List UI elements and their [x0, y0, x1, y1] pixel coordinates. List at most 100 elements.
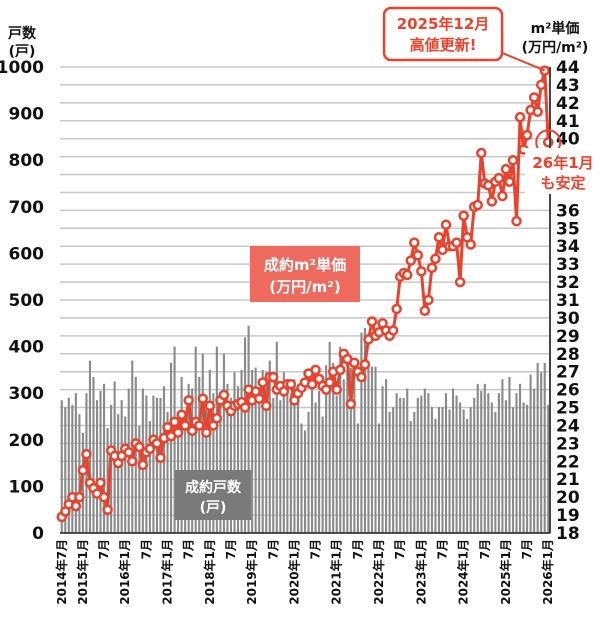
bar [240, 369, 243, 533]
bar [134, 376, 137, 533]
price-point [257, 377, 268, 388]
price-point [542, 137, 554, 148]
line-series-label-box [250, 246, 360, 302]
bar [444, 393, 448, 533]
x-tick-label: 2023年1月 [413, 539, 428, 605]
bar [533, 388, 536, 533]
price-point [211, 413, 223, 424]
price-point [423, 294, 434, 306]
price-point [458, 210, 469, 222]
bar [293, 379, 296, 533]
left-tick-label: 900 [9, 105, 45, 125]
price-point [409, 237, 420, 248]
bar [282, 372, 285, 533]
bar [99, 390, 102, 533]
price-point [528, 92, 540, 103]
bar [406, 388, 409, 533]
bar [251, 369, 254, 533]
bar [501, 379, 504, 533]
bar [222, 353, 225, 533]
bar [229, 397, 233, 533]
right-tick-label: 28 [556, 345, 580, 365]
bar [494, 411, 497, 533]
price-point [239, 402, 251, 413]
bar [254, 367, 257, 533]
bar [363, 327, 366, 533]
left-tick-label: 1000 [0, 58, 44, 78]
right-tick-label: 21 [556, 470, 580, 490]
bar [536, 362, 539, 533]
bar [522, 402, 525, 533]
price-point [486, 196, 498, 207]
bar [321, 416, 324, 533]
right-tick-label: 33 [556, 255, 580, 275]
bar [508, 376, 511, 533]
bar [103, 383, 106, 533]
price-point [127, 456, 138, 467]
latest-callout-text: も安定 [540, 174, 585, 192]
x-tick-label: 2015年1月 [75, 539, 90, 605]
price-point [335, 364, 346, 376]
bar [268, 360, 271, 533]
x-tick-label: 2025年1月 [498, 539, 513, 605]
price-point [511, 215, 522, 227]
bar [346, 369, 349, 533]
left-tick-label: 500 [9, 291, 45, 311]
x-tick-label: 7月 [224, 539, 238, 559]
price-point [193, 420, 205, 431]
bar [159, 397, 162, 533]
right-tick-label: 32 [556, 273, 580, 293]
bar [265, 372, 268, 533]
bar [547, 404, 550, 533]
price-point [81, 448, 92, 460]
bar [452, 388, 455, 533]
price-point [102, 504, 113, 515]
right-tick-label: 22 [556, 452, 580, 472]
right-tick-label: 27 [556, 363, 580, 383]
price-point [401, 269, 413, 281]
x-tick-label: 2014年7月 [54, 539, 69, 605]
bar [356, 423, 359, 533]
x-tick-label: 2024年1月 [456, 539, 471, 605]
price-point [419, 305, 431, 317]
bar [441, 407, 444, 533]
bar [155, 397, 158, 533]
bar [212, 393, 215, 533]
bar [353, 367, 356, 533]
bar [540, 372, 543, 533]
bar [399, 397, 402, 533]
bar [194, 346, 197, 533]
price-point [172, 427, 184, 438]
bar [198, 376, 201, 533]
price-point [430, 253, 441, 265]
bar [377, 423, 381, 533]
price-point [123, 447, 134, 458]
price-point [134, 441, 145, 453]
peak-callout-box [382, 6, 504, 62]
bar [307, 411, 310, 533]
bar [434, 418, 437, 533]
left-tick-label: 0 [32, 524, 44, 544]
line-series-label: (万円/m²) [269, 278, 340, 296]
price-point [497, 190, 508, 202]
bar [518, 383, 522, 533]
price-point [345, 398, 357, 410]
bar [117, 414, 120, 533]
bar [543, 362, 546, 533]
left-axis-title-unit: (戸) [9, 44, 36, 60]
x-tick-label: 2026年1月 [540, 539, 555, 605]
x-tick-label: 7月 [393, 539, 407, 559]
price-point [176, 409, 187, 420]
bar [180, 376, 183, 533]
bar [314, 402, 317, 533]
price-point [331, 384, 342, 395]
bar [497, 393, 500, 533]
bar [423, 388, 426, 533]
bar [349, 367, 352, 533]
bar [342, 379, 345, 533]
bar [261, 369, 264, 533]
x-tick-label: 7月 [520, 539, 534, 559]
price-point [356, 371, 367, 383]
price-point [500, 163, 512, 175]
